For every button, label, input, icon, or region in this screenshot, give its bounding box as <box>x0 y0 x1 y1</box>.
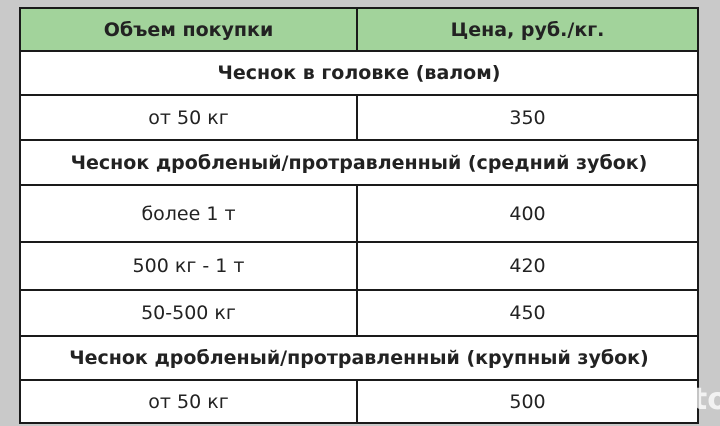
volume-cell: 500 кг - 1 т <box>19 241 358 291</box>
table-row: от 50 кг 350 <box>19 94 699 141</box>
table-row: от 50 кг 500 <box>19 379 699 424</box>
table-row: 50-500 кг 450 <box>19 289 699 337</box>
table-row: 500 кг - 1 т 420 <box>19 241 699 291</box>
section-row: Чеснок дробленый/протравленный (крупный … <box>19 335 699 381</box>
volume-cell: более 1 т <box>19 184 358 243</box>
table-header: Объем покупки Цена, руб./кг. <box>19 7 699 52</box>
avito-logo-icon: ●● <box>612 390 643 414</box>
volume-cell: от 50 кг <box>19 94 358 141</box>
table-row: более 1 т 400 <box>19 184 699 243</box>
watermark-text: Avito <box>640 382 720 417</box>
avito-watermark: ●●Avito <box>612 382 720 417</box>
price-table: Объем покупки Цена, руб./кг. Чеснок в го… <box>19 7 699 424</box>
section-label: Чеснок дробленый/протравленный (средний … <box>19 139 699 186</box>
section-row: Чеснок в головке (валом) <box>19 50 699 96</box>
header-price: Цена, руб./кг. <box>356 7 699 52</box>
section-label: Чеснок в головке (валом) <box>19 50 699 96</box>
header-volume: Объем покупки <box>19 7 358 52</box>
section-label: Чеснок дробленый/протравленный (крупный … <box>19 335 699 381</box>
price-cell: 350 <box>356 94 699 141</box>
volume-cell: от 50 кг <box>19 379 358 424</box>
section-row: Чеснок дробленый/протравленный (средний … <box>19 139 699 186</box>
price-cell: 420 <box>356 241 699 291</box>
price-cell: 400 <box>356 184 699 243</box>
price-cell: 450 <box>356 289 699 337</box>
price-cell: 500 <box>356 379 699 424</box>
volume-cell: 50-500 кг <box>19 289 358 337</box>
